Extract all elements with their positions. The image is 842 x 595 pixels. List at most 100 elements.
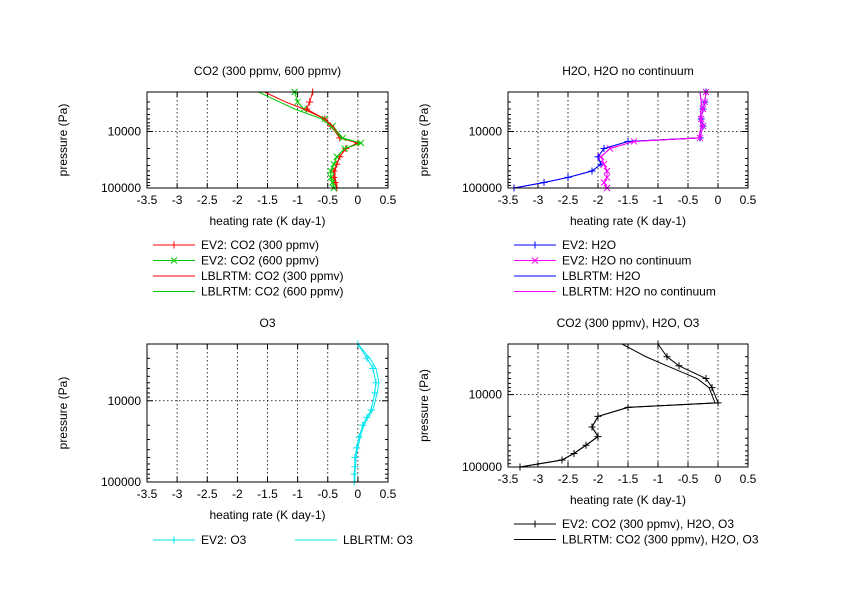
x-tick-label: -1.5 bbox=[257, 193, 278, 207]
x-tick-label: -0.5 bbox=[317, 487, 338, 501]
plot-frame bbox=[507, 91, 749, 189]
x-tick-label: -1.5 bbox=[618, 193, 639, 207]
legend-marker bbox=[531, 520, 539, 528]
y-tick-label: 100000 bbox=[101, 475, 141, 489]
legend-marker bbox=[170, 536, 178, 544]
x-tick-label: 0.5 bbox=[740, 193, 757, 207]
x-axis-label: heating rate (K day-1) bbox=[209, 214, 325, 228]
x-tick-label: -2 bbox=[232, 487, 243, 501]
x-tick-label: -1 bbox=[653, 472, 664, 486]
y-axis-label: pressure (Pa) bbox=[417, 104, 431, 177]
data-point bbox=[696, 134, 704, 142]
legend-entry: LBLRTM: O3 bbox=[343, 533, 413, 547]
x-tick-label: -1 bbox=[292, 487, 303, 501]
x-tick-label: -2.5 bbox=[558, 472, 579, 486]
x-tick-label: -2.5 bbox=[197, 487, 218, 501]
x-tick-label: -3 bbox=[533, 472, 544, 486]
x-tick-label: 0.5 bbox=[740, 472, 757, 486]
legend-entry: LBLRTM: H2O bbox=[562, 269, 640, 283]
data-point bbox=[697, 115, 705, 123]
legend-entry: LBLRTM: CO2 (300 ppmv), H2O, O3 bbox=[562, 533, 759, 547]
legend-entry: LBLRTM: H2O no continuum bbox=[562, 285, 716, 299]
x-axis-label: heating rate (K day-1) bbox=[570, 214, 686, 228]
legend-marker bbox=[170, 257, 178, 264]
legend-entry: EV2: CO2 (300 ppmv), H2O, O3 bbox=[562, 517, 734, 531]
x-tick-label: -0.5 bbox=[317, 193, 338, 207]
x-tick-label: 0 bbox=[715, 193, 722, 207]
legend-entry: LBLRTM: CO2 (600 ppmv) bbox=[201, 285, 344, 299]
x-tick-label: -0.5 bbox=[678, 472, 699, 486]
x-tick-label: -1 bbox=[292, 193, 303, 207]
legend-entry: EV2: O3 bbox=[201, 533, 247, 547]
x-tick-label: -2 bbox=[593, 472, 604, 486]
plot-frame bbox=[146, 343, 389, 483]
legend-entry: EV2: H2O no continuum bbox=[562, 254, 691, 268]
x-tick-label: -2 bbox=[232, 193, 243, 207]
series-line-2 bbox=[519, 343, 716, 468]
y-tick-label: 10000 bbox=[108, 124, 142, 138]
legend-entry: EV2: CO2 (600 ppmv) bbox=[201, 254, 319, 268]
chart-panel-2: -3.5 -3 -2.5 -2 -1.5 -1 -0.5 0 0.5 10000 100000 H2O… bbox=[417, 64, 757, 299]
y-tick-label: 100000 bbox=[462, 460, 502, 474]
series-line-3 bbox=[264, 91, 360, 189]
data-point bbox=[675, 362, 683, 370]
chart-title: O3 bbox=[259, 316, 275, 330]
data-point bbox=[350, 470, 358, 478]
x-tick-label: -1.5 bbox=[257, 487, 278, 501]
y-axis-label: pressure (Pa) bbox=[56, 104, 70, 177]
legend-marker bbox=[170, 241, 178, 249]
chart-title: CO2 (300 ppmv), H2O, O3 bbox=[557, 316, 700, 330]
data-point bbox=[353, 444, 361, 452]
plot-frame bbox=[507, 343, 749, 468]
x-tick-label: -3.5 bbox=[137, 193, 158, 207]
data-point bbox=[363, 354, 371, 362]
x-tick-label: -1.5 bbox=[618, 472, 639, 486]
x-tick-label: 0 bbox=[355, 487, 362, 501]
legend-entry: LBLRTM: CO2 (300 ppmv) bbox=[201, 269, 344, 283]
data-point bbox=[663, 353, 671, 361]
x-tick-label: -0.5 bbox=[678, 193, 699, 207]
x-tick-label: -3 bbox=[172, 487, 183, 501]
x-tick-label: 0 bbox=[355, 193, 362, 207]
x-axis-label: heating rate (K day-1) bbox=[570, 493, 686, 507]
plot-frame bbox=[146, 91, 389, 189]
series-line-2 bbox=[354, 343, 380, 482]
data-point bbox=[701, 98, 709, 106]
chart-title: H2O, H2O no continuum bbox=[562, 64, 693, 78]
x-axis-label: heating rate (K day-1) bbox=[209, 508, 325, 522]
data-point bbox=[714, 399, 722, 407]
chart-panel-3: -3.5 -3 -2.5 -2 -1.5 -1 -0.5 0 0.5 10000 100000 O3 h… bbox=[56, 316, 413, 547]
x-tick-label: -2 bbox=[593, 193, 604, 207]
chart-panel-4: -3.5 -3 -2.5 -2 -1.5 -1 -0.5 0 0.5 10000 100000 CO2… bbox=[417, 316, 759, 547]
data-point bbox=[708, 384, 716, 392]
data-point bbox=[355, 433, 363, 441]
y-tick-label: 100000 bbox=[462, 181, 502, 195]
x-tick-label: -3 bbox=[533, 193, 544, 207]
data-point bbox=[306, 98, 314, 106]
chart-panel-1: -3.5 -3 -2.5 -2 -1.5 -1 -0.5 0 0.5 10000 100000 CO2… bbox=[56, 64, 397, 299]
x-tick-label: 0.5 bbox=[380, 193, 397, 207]
x-tick-label: 0.5 bbox=[380, 487, 397, 501]
series-line-3 bbox=[513, 91, 702, 189]
y-tick-label: 10000 bbox=[469, 124, 503, 138]
x-tick-label: -1 bbox=[653, 193, 664, 207]
x-tick-label: -3.5 bbox=[498, 472, 519, 486]
x-tick-label: -3 bbox=[172, 193, 183, 207]
x-tick-label: 0 bbox=[715, 472, 722, 486]
x-tick-label: -2.5 bbox=[197, 193, 218, 207]
legend-entry: EV2: CO2 (300 ppmv) bbox=[201, 238, 319, 252]
series-line-4 bbox=[258, 91, 363, 189]
data-point bbox=[351, 454, 359, 462]
x-tick-label: -3.5 bbox=[498, 193, 519, 207]
legend-marker bbox=[531, 241, 539, 249]
data-point bbox=[294, 98, 301, 106]
y-axis-label: pressure (Pa) bbox=[56, 377, 70, 450]
y-axis-label: pressure (Pa) bbox=[417, 369, 431, 442]
series-line-4 bbox=[600, 91, 702, 189]
x-tick-label: -2.5 bbox=[558, 193, 579, 207]
legend-entry: EV2: H2O bbox=[562, 238, 616, 252]
y-tick-label: 100000 bbox=[101, 181, 141, 195]
y-tick-label: 10000 bbox=[469, 388, 503, 402]
data-point bbox=[369, 364, 377, 372]
